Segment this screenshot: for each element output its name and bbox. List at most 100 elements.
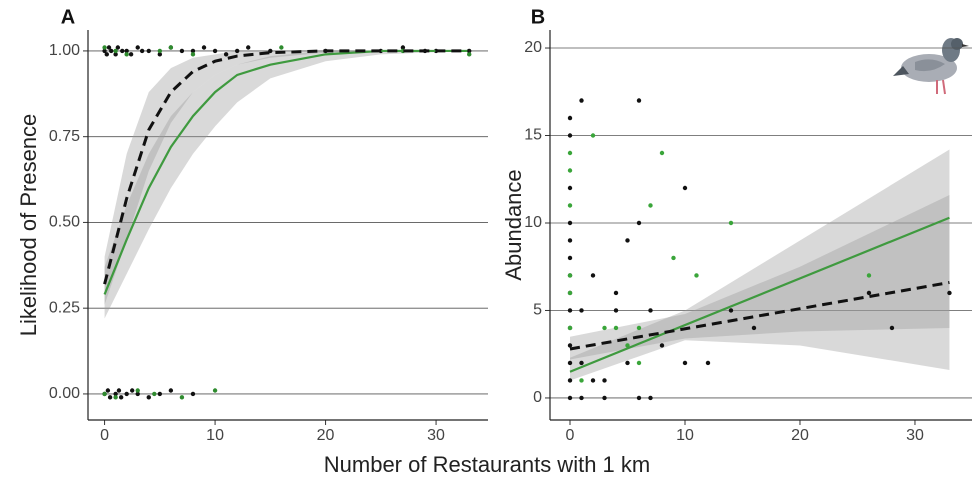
y-tick-label: 0.50 — [49, 214, 80, 231]
data-point — [179, 395, 185, 400]
data-point — [567, 343, 573, 348]
data-point — [124, 391, 129, 397]
data-point — [602, 378, 607, 383]
y-tick-label: 0.75 — [49, 128, 80, 145]
data-point — [279, 45, 284, 50]
y-tick-label: 0.00 — [49, 385, 80, 402]
y-tick-label: 0 — [533, 389, 542, 406]
data-point — [648, 395, 653, 401]
data-point — [567, 395, 573, 401]
data-point — [400, 45, 406, 50]
data-point — [212, 48, 218, 54]
data-point — [579, 395, 584, 401]
data-point — [135, 388, 140, 393]
y-axis-title: Abundance — [501, 169, 526, 280]
data-point — [190, 52, 196, 57]
data-point — [579, 360, 584, 366]
data-point — [636, 220, 642, 226]
data-point — [146, 395, 151, 400]
fit-line — [569, 216, 950, 373]
data-point — [102, 48, 107, 54]
data-point — [602, 395, 607, 401]
data-point — [625, 360, 630, 366]
data-point — [579, 378, 584, 383]
y-tick-label: 0.25 — [49, 299, 80, 316]
data-point — [567, 325, 573, 331]
data-point — [157, 52, 163, 57]
data-point — [751, 325, 757, 331]
fit-line-dashed — [569, 280, 950, 351]
data-point — [659, 343, 665, 348]
data-point — [613, 308, 619, 313]
data-point — [567, 308, 573, 313]
data-point — [168, 388, 174, 393]
data-point — [567, 220, 573, 226]
y-tick-label: 1.00 — [49, 42, 80, 59]
x-tick-label: 10 — [206, 427, 224, 444]
data-point — [105, 388, 111, 393]
x-tick-label: 10 — [676, 427, 694, 444]
data-point — [579, 308, 584, 313]
fit-line — [103, 49, 470, 295]
data-point — [128, 52, 134, 57]
data-point — [567, 238, 573, 243]
data-point — [223, 52, 229, 57]
data-point — [866, 273, 872, 278]
confidence-band — [570, 194, 950, 360]
data-point — [625, 238, 630, 243]
data-point — [567, 185, 573, 191]
data-point — [613, 290, 619, 296]
x-axis-title: Number of Restaurants with 1 km — [324, 452, 650, 477]
data-point — [705, 360, 711, 366]
y-axis-title: Likelihood of Presence — [16, 114, 41, 337]
data-point — [104, 52, 109, 57]
data-point — [113, 391, 118, 397]
panel-label: B — [531, 6, 545, 28]
data-point — [567, 273, 573, 278]
data-point — [109, 48, 114, 54]
data-point — [135, 391, 140, 397]
pigeon-icon — [893, 38, 969, 95]
data-point — [146, 48, 151, 54]
x-tick-label: 0 — [566, 427, 575, 444]
data-point — [659, 150, 665, 156]
x-tick-label: 20 — [317, 427, 335, 444]
data-point — [567, 290, 573, 296]
x-tick-label: 20 — [791, 427, 809, 444]
data-point — [118, 395, 124, 400]
x-tick-label: 30 — [906, 427, 924, 444]
data-point — [120, 48, 125, 54]
data-point — [179, 48, 185, 54]
data-point — [866, 290, 872, 296]
data-point — [682, 185, 688, 191]
data-point — [636, 98, 642, 103]
data-point — [682, 360, 688, 366]
confidence-band — [104, 50, 470, 319]
data-point — [212, 388, 218, 393]
panel: 0 5 10 15 20 0 10 20 30 — [524, 39, 972, 444]
data-point — [152, 391, 157, 397]
data-point — [124, 48, 129, 54]
data-point — [579, 98, 584, 103]
confidence-band — [570, 149, 950, 381]
x-tick-label: 30 — [427, 427, 445, 444]
panel: 0.00 0.25 0.50 0.75 1.00 0 10 20 30 — [49, 42, 488, 444]
data-point — [234, 48, 240, 54]
data-point — [567, 115, 573, 121]
data-point — [567, 133, 573, 138]
data-point — [694, 273, 699, 278]
data-point — [467, 52, 472, 57]
fit-line-dashed — [103, 49, 470, 285]
data-point — [113, 52, 118, 57]
y-tick-label: 15 — [524, 127, 542, 144]
data-point — [947, 290, 952, 296]
data-point — [124, 52, 129, 57]
data-point — [102, 391, 107, 397]
data-point — [168, 45, 174, 50]
data-point — [106, 45, 112, 50]
data-point — [590, 273, 596, 278]
data-point — [107, 395, 113, 400]
data-point — [113, 395, 118, 400]
data-point — [157, 391, 163, 397]
data-point — [139, 48, 145, 54]
